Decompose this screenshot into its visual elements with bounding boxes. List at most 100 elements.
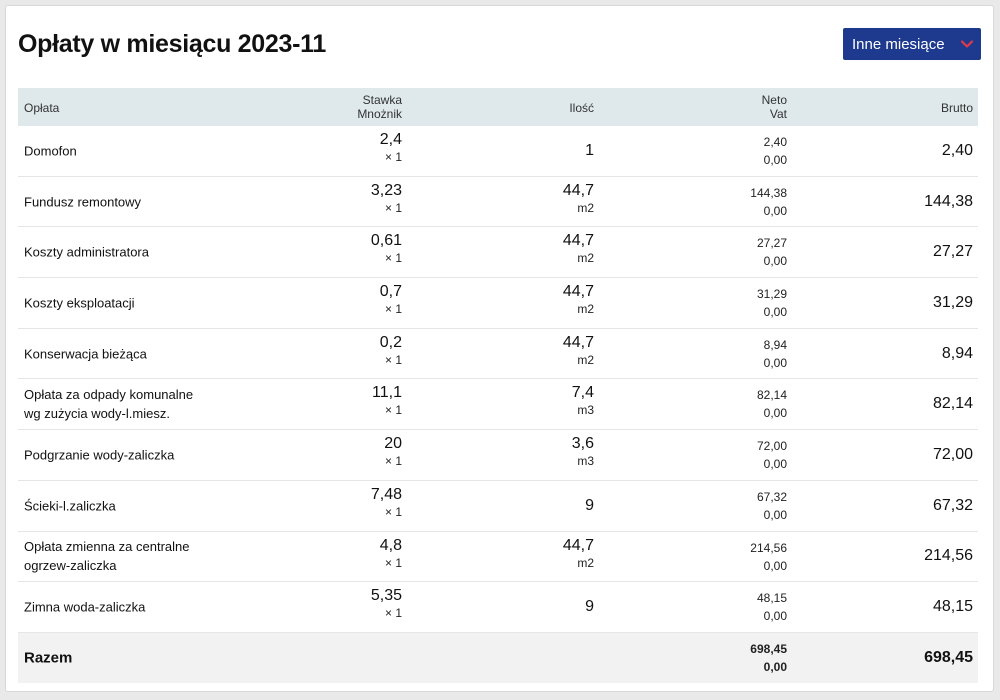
net-value: 214,56: [750, 540, 787, 555]
vat-value: 0,00: [763, 457, 787, 472]
quantity-value: 44,7: [562, 333, 594, 351]
fee-rate: 2,4 × 1: [282, 131, 402, 165]
quantity-unit: m2: [577, 200, 594, 215]
fee-name-line2: ogrzew-zaliczka: [24, 558, 117, 574]
quantity-value: 7,4: [571, 384, 594, 402]
total-net-vat: 698,45 0,00: [667, 640, 787, 676]
net-value: 8,94: [763, 337, 787, 352]
gross-value: 2,40: [941, 141, 973, 159]
fee-net-vat: 27,27 0,00: [667, 234, 787, 270]
col-header-vat-label: Vat: [769, 107, 787, 121]
quantity-value: 44,7: [562, 232, 594, 250]
total-gross: 698,45: [924, 648, 973, 666]
fee-rate: 0,61 × 1: [282, 232, 402, 266]
net-value: 82,14: [756, 388, 787, 403]
vat-value: 0,00: [763, 406, 787, 421]
fee-name-line1: Konserwacja bieżąca: [24, 346, 147, 362]
gross-value: 31,29: [932, 293, 973, 311]
vat-value: 0,00: [763, 609, 787, 624]
gross-value: 72,00: [932, 445, 973, 463]
fee-name-line2: wg zużycia wody-l.miesz.: [24, 406, 170, 422]
multiplier-value: × 1: [384, 200, 402, 215]
net-value: 48,15: [756, 591, 787, 606]
table-body: Domofon 2,4 × 1 1 2,40 0,00 2,40 Fundusz remont…: [18, 126, 978, 633]
other-months-dropdown[interactable]: Inne miesiące: [843, 28, 981, 60]
rate-value: 2,4: [379, 131, 402, 148]
fee-rate: 5,35 × 1: [282, 587, 402, 621]
net-value: 27,27: [756, 236, 787, 251]
table-row: Koszty administratora 0,61 × 1 44,7 m2 27,27 0…: [18, 227, 978, 279]
fee-net-vat: 2,40 0,00: [667, 133, 787, 169]
gross-value: 214,56: [924, 547, 973, 565]
rate-value: 0,61: [370, 232, 402, 250]
quantity-unit: m3: [577, 403, 594, 418]
fee-name-line1: Podgrzanie wody-zaliczka: [24, 447, 175, 463]
fee-name-line1: Domofon: [24, 143, 77, 159]
fee-quantity: 44,7 m2: [474, 334, 594, 368]
col-header-net: Neto Vat: [667, 93, 787, 121]
rate-value: 20: [384, 435, 402, 453]
fee-quantity: 44,7 m2: [474, 537, 594, 571]
table-row: Fundusz remontowy 3,23 × 1 44,7 m2 144,38 0,00…: [18, 177, 978, 228]
fee-name: Opłata zmienna za centralne ogrzew-zalicz…: [24, 537, 264, 575]
total-label: Razem: [24, 649, 73, 667]
net-value: 67,32: [756, 489, 787, 504]
gross-value: 67,32: [932, 496, 973, 514]
fee-quantity: 9: [474, 598, 594, 616]
col-header-multiplier-label: Mnożnik: [357, 107, 402, 121]
fees-table: Opłata Stawka Mnożnik Ilość Neto Vat Bru…: [18, 88, 978, 683]
multiplier-value: × 1: [384, 454, 402, 469]
vat-value: 0,00: [763, 254, 787, 269]
fee-rate: 20 × 1: [282, 435, 402, 469]
vat-value: 0,00: [763, 305, 787, 320]
table-row: Podgrzanie wody-zaliczka 20 × 1 3,6 m3 72,00 0…: [18, 430, 978, 481]
quantity-value: 9: [585, 598, 594, 616]
rate-value: 7,48: [370, 485, 402, 503]
total-vat: 0,00: [763, 659, 787, 674]
fee-name: Fundusz remontowy: [24, 192, 264, 211]
vat-value: 0,00: [763, 355, 787, 370]
quantity-value: 44,7: [562, 181, 594, 199]
gross-value: 48,15: [932, 598, 973, 616]
gross-value: 8,94: [941, 344, 973, 362]
table-row: Konserwacja bieżąca 0,2 × 1 44,7 m2 8,94 0,00 8…: [18, 329, 978, 380]
table-row: Opłata zmienna za centralne ogrzew-zalicz…: [18, 532, 978, 583]
multiplier-value: × 1: [384, 606, 402, 621]
fee-name: Domofon: [24, 141, 264, 160]
fee-quantity: 1: [474, 142, 594, 160]
table-header: Opłata Stawka Mnożnik Ilość Neto Vat Bru…: [18, 88, 978, 126]
fee-net-vat: 48,15 0,00: [667, 589, 787, 625]
fee-quantity: 9: [474, 497, 594, 515]
vat-value: 0,00: [763, 507, 787, 522]
rate-value: 3,23: [370, 181, 402, 199]
net-value: 144,38: [750, 185, 787, 200]
total-row: Razem 698,45 0,00 698,45: [18, 632, 978, 683]
quantity-value: 3,6: [571, 435, 594, 453]
fee-quantity: 3,6 m3: [474, 435, 594, 469]
other-months-label: Inne miesiące: [852, 35, 945, 53]
multiplier-value: × 1: [384, 150, 402, 164]
card-header: Opłaty w miesiącu 2023-11 Inne miesiące: [18, 24, 981, 64]
col-header-fee: Opłata: [24, 101, 60, 115]
multiplier-value: × 1: [384, 403, 402, 418]
net-value: 31,29: [756, 287, 787, 302]
rate-value: 11,1: [372, 384, 402, 402]
rate-value: 0,2: [379, 333, 402, 351]
fee-quantity: 7,4 m3: [474, 384, 594, 418]
fee-name-line1: Fundusz remontowy: [24, 194, 142, 210]
multiplier-value: × 1: [384, 555, 402, 570]
fee-name: Koszty administratora: [24, 243, 264, 262]
quantity-unit: m2: [577, 302, 594, 317]
quantity-value: 1: [585, 141, 594, 159]
fee-name-line1: Zimna woda-zaliczka: [24, 599, 146, 615]
fee-name: Konserwacja bieżąca: [24, 344, 264, 363]
net-value: 2,40: [763, 135, 787, 149]
fee-rate: 11,1 × 1: [282, 384, 402, 418]
fee-name-line1: Koszty eksploatacji: [24, 295, 135, 311]
gross-value: 144,38: [924, 192, 973, 210]
quantity-value: 44,7: [562, 536, 594, 554]
fee-rate: 0,7 × 1: [282, 283, 402, 317]
fee-net-vat: 31,29 0,00: [667, 285, 787, 321]
fee-net-vat: 82,14 0,00: [667, 386, 787, 422]
fee-quantity: 44,7 m2: [474, 283, 594, 317]
